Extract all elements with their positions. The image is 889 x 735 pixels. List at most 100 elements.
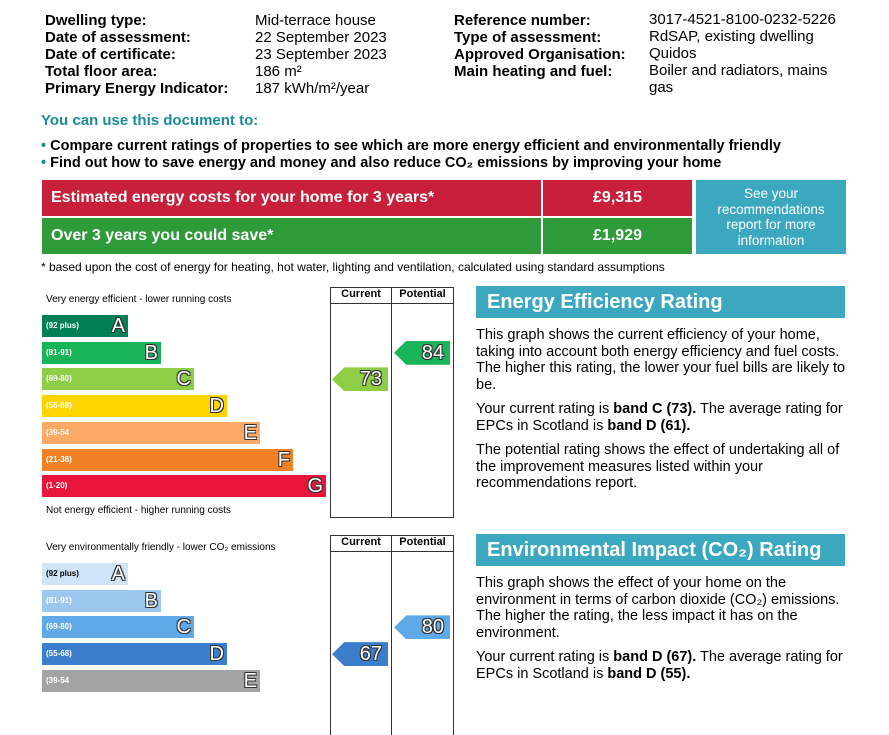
header-rule	[330, 303, 454, 304]
page: {"details":{"left":[{"label":"Dwelling t…	[41, 11, 846, 735]
detail-value: Quidos	[649, 45, 697, 62]
bottom-label: Not energy efficient - higher running co…	[46, 505, 231, 516]
potential-header: Potential	[399, 288, 446, 300]
detail-label: Main heating and fuel:	[454, 63, 613, 80]
text-run: The average rating for EPCs in Scotland …	[476, 649, 843, 682]
rating-band: (39-54 E	[42, 421, 260, 444]
rating-band: (81-91) B	[42, 341, 161, 364]
top-label: Very environmentally friendly - lower CO…	[46, 542, 276, 553]
detail-label: Date of certificate:	[45, 46, 176, 63]
detail-value: RdSAP, existing dwelling	[649, 28, 814, 45]
detail-label: Reference number:	[454, 12, 591, 29]
rating-band: (81-91) B	[42, 589, 161, 612]
detail-value: Boiler and radiators, mains gas	[649, 62, 828, 96]
paragraph: This graph shows the effect of your home…	[476, 575, 846, 641]
band-range: (39-54	[46, 427, 70, 437]
detail-label: Date of assessment:	[45, 29, 191, 46]
rating-band: (92 plus) A	[42, 315, 128, 337]
save-label: Over 3 years you could save*	[42, 218, 541, 254]
current-rating: 67	[332, 642, 388, 667]
text-run: The potential rating shows the effect of…	[476, 442, 840, 492]
band-range: (92 plus)	[46, 321, 79, 330]
current-header: Current	[341, 536, 381, 548]
text-run: The average rating for EPCs in Scotland …	[476, 401, 843, 434]
detail-label: Type of assessment:	[454, 29, 602, 46]
text-run: This graph shows the effect of your home…	[476, 575, 840, 641]
band-letter: D	[209, 395, 224, 418]
cost-label: Estimated energy costs for your home for…	[42, 180, 541, 216]
section-heading: Environmental Impact (CO₂) Rating	[476, 534, 845, 566]
bullet: • Compare current ratings of properties …	[41, 138, 781, 154]
detail-value: 187 kWh/m²/year	[255, 80, 370, 97]
current-header: Current	[341, 288, 381, 300]
paragraph: This graph shows the current efficiency …	[476, 327, 846, 393]
detail-value: 186 m²	[255, 63, 302, 80]
paragraph: Your current rating is band C (73). The …	[476, 401, 846, 434]
band-letter: E	[243, 669, 257, 692]
rating-band: (55-68) D	[42, 643, 227, 666]
current-rating: 73	[332, 367, 388, 392]
detail-label: Primary Energy Indicator:	[45, 80, 229, 97]
potential-header: Potential	[399, 536, 446, 548]
cost-value: £9,315	[543, 180, 692, 216]
band-range: (55-68)	[46, 649, 72, 659]
top-label: Very energy efficient - lower running co…	[46, 294, 232, 305]
detail-label: Total floor area:	[45, 63, 158, 80]
rating-band: (69-80) C	[42, 616, 194, 639]
paragraph: Your current rating is band D (67). The …	[476, 649, 846, 682]
band-range: (21-38)	[46, 454, 72, 464]
band-range: (55-68)	[46, 401, 72, 411]
save-value: £1,929	[543, 218, 692, 254]
rating-band: (39-54 E	[42, 669, 260, 692]
band-range: (39-54	[46, 675, 70, 685]
current-column	[330, 535, 392, 735]
band-letter: C	[176, 368, 191, 391]
band-letter: B	[144, 589, 158, 612]
potential-column	[391, 535, 454, 735]
text-run: band D (55).	[607, 665, 691, 682]
potential-column	[391, 287, 454, 518]
rating-band: (55-68) D	[42, 395, 227, 418]
band-letter: D	[209, 643, 224, 666]
text-run: Your current rating is	[476, 401, 614, 417]
text-run: Your current rating is	[476, 649, 614, 665]
bullet-text: Compare current ratings of properties to…	[50, 138, 781, 154]
band-letter: A	[111, 563, 125, 585]
band-range: (92 plus)	[46, 569, 79, 578]
band-range: (69-80)	[46, 374, 72, 384]
text-run: band D (61).	[607, 417, 691, 434]
text-run: This graph shows the current efficiency …	[476, 327, 846, 393]
rating-band: (69-80) C	[42, 368, 194, 391]
uses-heading: You can use this document to:	[41, 112, 259, 129]
bullet-text: Find out how to save energy and money an…	[50, 155, 722, 171]
section-heading: Energy Efficiency Rating	[476, 286, 845, 318]
band-range: (81-91)	[46, 595, 72, 605]
band-letter: E	[243, 421, 257, 444]
header-rule	[330, 551, 454, 552]
see-report: See your recommendations report for more…	[696, 180, 846, 254]
band-range: (81-91)	[46, 347, 72, 357]
band-letter: B	[144, 341, 158, 364]
detail-value: Mid-terrace house	[255, 12, 376, 29]
bullet: • Find out how to save energy and money …	[41, 155, 722, 171]
rating-band: (21-38) F	[42, 448, 293, 471]
band-letter: C	[176, 616, 191, 639]
potential-rating: 84	[394, 340, 450, 365]
band-letter: A	[111, 315, 125, 337]
current-column	[330, 287, 392, 518]
potential-rating: 80	[394, 615, 450, 640]
text-run: band D (67).	[613, 649, 697, 665]
detail-label: Approved Organisation:	[454, 46, 626, 63]
rating-band: (92 plus) A	[42, 563, 128, 585]
detail-value: 3017-4521-8100-0232-5226	[649, 11, 836, 28]
paragraph: The potential rating shows the effect of…	[476, 442, 846, 492]
text-run: band C (73).	[613, 401, 697, 417]
band-range: (69-80)	[46, 622, 72, 632]
band-letter: F	[277, 448, 290, 471]
band-letter: G	[307, 475, 323, 498]
detail-value: 22 September 2023	[255, 29, 387, 46]
footnote: * based upon the cost of energy for heat…	[41, 260, 665, 274]
detail-value: 23 September 2023	[255, 46, 387, 63]
band-range: (1-20)	[46, 481, 68, 491]
rating-band: (1-20) G	[42, 475, 326, 498]
